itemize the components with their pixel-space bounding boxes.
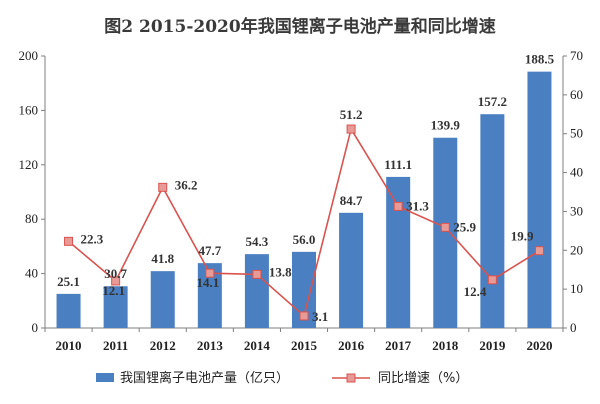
x-tick-label: 2013 bbox=[197, 338, 224, 353]
line-value-label: 51.2 bbox=[340, 107, 363, 122]
data-labels: 25.1 30.7 41.8 47.7 54.3 56.0 84.7 111.1 139.9 15… bbox=[57, 52, 554, 324]
legend: 我国锂离子电池产量（亿只） 同比增速（%） bbox=[96, 370, 468, 386]
x-tick-label: 2014 bbox=[244, 338, 271, 353]
bar bbox=[244, 254, 269, 328]
line-marker bbox=[534, 246, 544, 256]
right-tick-label: 0 bbox=[570, 320, 577, 335]
x-tick-label: 2018 bbox=[432, 338, 459, 353]
axes: 0 40 80 120 160 200 0 10 20 30 40 50 60 70 2010 2011 201… bbox=[19, 48, 584, 353]
bar-value-label: 25.1 bbox=[57, 274, 80, 289]
legend-line-label: 同比增速（%） bbox=[378, 371, 468, 386]
bar-value-label: 30.7 bbox=[104, 266, 127, 281]
right-tick-label: 30 bbox=[570, 203, 583, 218]
bar-value-label: 54.3 bbox=[246, 234, 269, 249]
left-tick-label: 120 bbox=[19, 157, 39, 172]
line-value-label: 31.3 bbox=[406, 198, 429, 213]
x-tick-label: 2015 bbox=[291, 338, 318, 353]
left-tick-label: 160 bbox=[19, 102, 39, 117]
bar bbox=[339, 212, 364, 328]
bar-value-label: 41.8 bbox=[151, 251, 174, 266]
line-value-label: 25.9 bbox=[453, 219, 476, 234]
line-marker bbox=[487, 275, 497, 285]
bar-value-label: 139.9 bbox=[431, 118, 461, 133]
legend-line-marker bbox=[346, 373, 356, 383]
line-marker bbox=[393, 201, 403, 211]
line-value-label: 36.2 bbox=[175, 177, 198, 192]
x-tick-label: 2012 bbox=[150, 338, 176, 353]
bar bbox=[103, 286, 128, 328]
x-tick-label: 2019 bbox=[479, 338, 506, 353]
bar-value-label: 84.7 bbox=[340, 193, 363, 208]
line-marker bbox=[158, 182, 168, 192]
line-marker bbox=[440, 222, 450, 232]
bar-value-label: 157.2 bbox=[478, 94, 507, 109]
line-value-label: 22.3 bbox=[81, 231, 104, 246]
legend-bar-swatch bbox=[96, 373, 114, 382]
left-tick-label: 40 bbox=[25, 266, 38, 281]
chart-title: 图2 2015-2020年我国锂离子电池产量和同比增速 bbox=[104, 16, 495, 37]
line-marker bbox=[111, 276, 121, 286]
line-value-label: 14.1 bbox=[196, 275, 219, 290]
bar-value-label: 188.5 bbox=[525, 52, 555, 67]
left-tick-label: 200 bbox=[19, 48, 39, 63]
x-tick-label: 2020 bbox=[526, 338, 552, 353]
bar-value-label: 47.7 bbox=[198, 243, 221, 258]
bar-series bbox=[56, 71, 552, 328]
right-tick-label: 50 bbox=[570, 126, 583, 141]
right-tick-label: 60 bbox=[570, 87, 583, 102]
left-tick-label: 80 bbox=[25, 211, 38, 226]
x-tick-label: 2017 bbox=[385, 338, 412, 353]
right-tick-label: 70 bbox=[570, 48, 583, 63]
x-tick-label: 2010 bbox=[56, 338, 82, 353]
bar bbox=[56, 293, 81, 328]
line-marker bbox=[299, 311, 309, 321]
bar bbox=[527, 71, 552, 328]
right-tick-label: 40 bbox=[570, 165, 583, 180]
x-tick-label: 2011 bbox=[103, 338, 128, 353]
left-tick-label: 0 bbox=[32, 320, 39, 335]
line-marker bbox=[64, 236, 74, 246]
line-series bbox=[64, 124, 544, 321]
bar-value-label: 111.1 bbox=[384, 157, 412, 172]
line-value-label: 19.9 bbox=[511, 229, 534, 244]
line-marker bbox=[252, 269, 262, 279]
right-tick-label: 10 bbox=[570, 281, 583, 296]
x-tick-label: 2016 bbox=[338, 338, 365, 353]
bar-value-label: 56.0 bbox=[293, 232, 316, 247]
right-tick-label: 20 bbox=[570, 242, 583, 257]
line-value-label: 13.8 bbox=[269, 264, 292, 279]
line-value-label: 12.1 bbox=[102, 283, 125, 298]
bar bbox=[150, 271, 175, 328]
bar bbox=[480, 114, 505, 328]
bar bbox=[433, 137, 458, 328]
line-marker bbox=[205, 268, 215, 278]
legend-bar-label: 我国锂离子电池产量（亿只） bbox=[120, 370, 289, 386]
line-marker bbox=[346, 124, 356, 134]
line-value-label: 12.4 bbox=[464, 284, 487, 299]
line-value-label: 3.1 bbox=[312, 309, 328, 324]
